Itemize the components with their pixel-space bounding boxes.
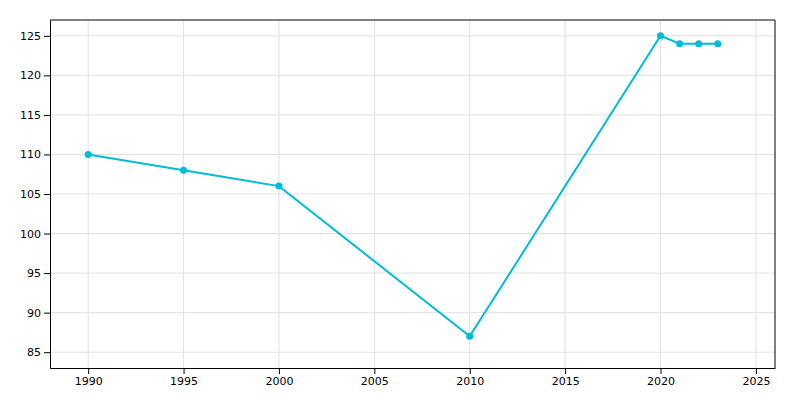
x-tick-mark <box>661 368 662 374</box>
y-tick: 95 <box>27 267 50 280</box>
x-tick-label: 2005 <box>361 375 389 388</box>
grid-line-y <box>50 273 775 274</box>
chart: 1990 1995 2000 2005 2010 2015 2020 2025 85 90 95 10… <box>0 0 800 400</box>
x-tick-label: 1990 <box>75 375 103 388</box>
axis-line <box>50 21 51 369</box>
y-tick-label: 110 <box>20 148 41 161</box>
x-tick: 2010 <box>456 368 484 388</box>
y-tick-label: 105 <box>20 188 41 201</box>
grid-line-y <box>50 312 775 313</box>
y-tick-mark <box>44 36 50 37</box>
point <box>180 167 187 174</box>
x-tick-label: 2015 <box>552 375 580 388</box>
y-tick: 110 <box>20 148 50 161</box>
grid-line-y <box>50 114 775 115</box>
x-tick: 2000 <box>265 368 293 388</box>
y-tick-mark <box>44 194 50 195</box>
x-tick: 1990 <box>75 368 103 388</box>
x-tick-label: 2025 <box>742 375 770 388</box>
y-tick: 100 <box>20 228 50 241</box>
x-tick-label: 2010 <box>456 375 484 388</box>
y-tick-label: 100 <box>20 228 41 241</box>
x-tick-mark <box>374 368 375 374</box>
frame-top <box>50 20 775 21</box>
y-tick: 105 <box>20 188 50 201</box>
y-tick-label: 85 <box>27 346 41 359</box>
x-tick: 2005 <box>361 368 389 388</box>
grid-line-y <box>50 194 775 195</box>
x-tick-mark <box>279 368 280 374</box>
grid-line-y <box>50 154 775 155</box>
y-tick-mark <box>44 154 50 155</box>
y-tick-label: 90 <box>27 307 41 320</box>
x-tick: 1995 <box>170 368 198 388</box>
y-tick: 115 <box>20 109 50 122</box>
y-tick: 120 <box>20 69 50 82</box>
y-axis: 85 90 95 100 105 110 115 120 125 <box>20 21 51 369</box>
point <box>657 32 664 39</box>
x-tick-mark <box>470 368 471 374</box>
y-tick: 125 <box>20 30 50 43</box>
x-tick-label: 2000 <box>265 375 293 388</box>
grid-line-y <box>50 35 775 36</box>
x-tick-mark <box>565 368 566 374</box>
point <box>695 40 702 47</box>
frame-right <box>775 20 776 368</box>
y-tick-label: 125 <box>20 30 41 43</box>
series <box>85 32 722 340</box>
x-tick-mark <box>756 368 757 374</box>
x-tick: 2020 <box>647 368 675 388</box>
y-tick: 85 <box>27 346 50 359</box>
point <box>466 333 473 340</box>
x-tick: 2025 <box>742 368 770 388</box>
y-tick-mark <box>44 352 50 353</box>
y-tick-label: 120 <box>20 69 41 82</box>
y-tick: 90 <box>27 307 50 320</box>
x-tick-mark <box>184 368 185 374</box>
axis-line <box>51 368 776 369</box>
grid-line-y <box>50 75 775 76</box>
point <box>676 40 683 47</box>
plot-area: 1990 1995 2000 2005 2010 2015 2020 2025 85 90 95 10… <box>20 20 776 388</box>
x-tick: 2015 <box>552 368 580 388</box>
x-tick-label: 1995 <box>170 375 198 388</box>
y-tick-mark <box>44 115 50 116</box>
point <box>714 40 721 47</box>
x-axis: 1990 1995 2000 2005 2010 2015 2020 2025 <box>51 368 776 388</box>
y-tick-mark <box>44 234 50 235</box>
y-tick-label: 115 <box>20 109 41 122</box>
y-tick-mark <box>44 313 50 314</box>
line <box>88 36 718 337</box>
y-tick-label: 95 <box>27 267 41 280</box>
y-tick-mark <box>44 273 50 274</box>
point <box>85 151 92 158</box>
point <box>275 183 282 190</box>
y-tick-mark <box>44 75 50 76</box>
x-tick-mark <box>88 368 89 374</box>
grid-line-y <box>50 352 775 353</box>
grid <box>50 20 775 368</box>
x-tick-label: 2020 <box>647 375 675 388</box>
grid-line-y <box>50 233 775 234</box>
